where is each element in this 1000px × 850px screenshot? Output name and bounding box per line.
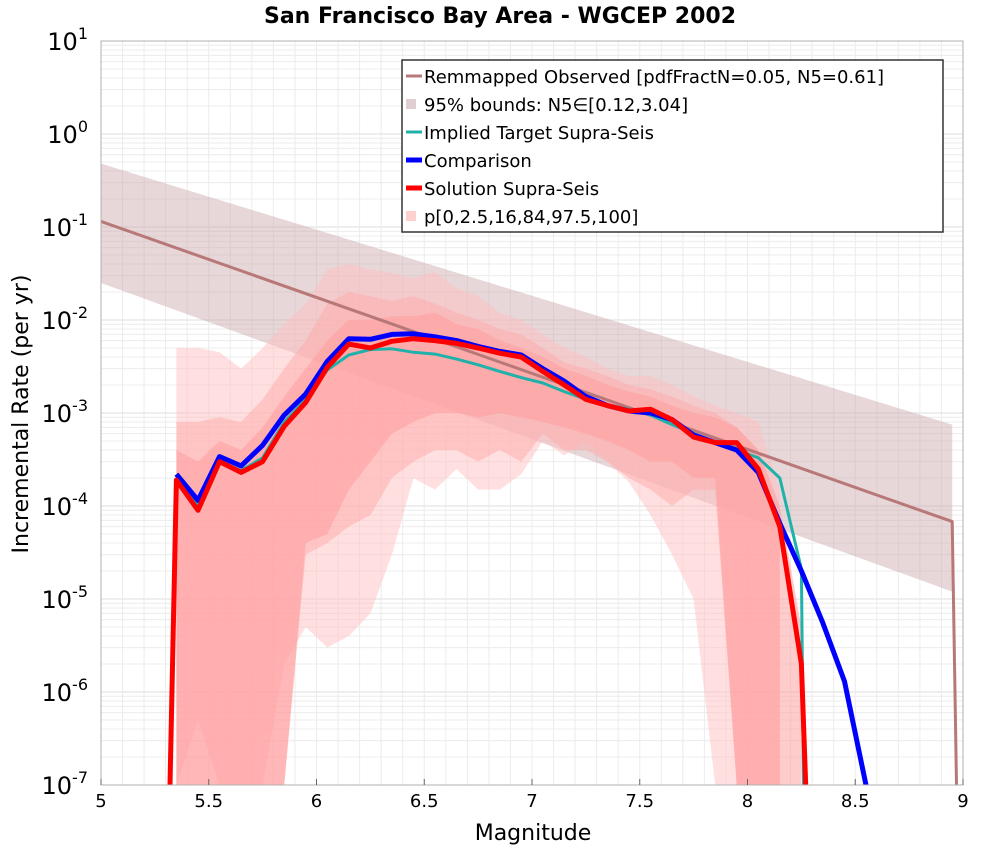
legend-label: Comparison — [424, 151, 532, 172]
legend-label: Implied Target Supra-Seis — [424, 123, 654, 144]
x-tick-label: 6.5 — [410, 791, 439, 812]
y-tick-label: 10-2 — [42, 303, 89, 335]
legend-swatch — [406, 99, 416, 109]
legend-box — [401, 59, 944, 233]
y-tick-label: 10-7 — [42, 768, 89, 800]
y-tick-label: 10-5 — [42, 582, 89, 614]
y-tick-label: 10-1 — [42, 210, 89, 242]
x-tick-label: 5.5 — [194, 791, 223, 812]
x-tick-label: 6 — [311, 791, 322, 812]
chart-title: San Francisco Bay Area - WGCEP 2002 — [264, 4, 736, 29]
y-tick-label: 10-6 — [42, 675, 89, 707]
y-tick-label: 10-3 — [42, 396, 89, 428]
legend-label: p[0,2.5,16,84,97.5,100] — [424, 207, 638, 228]
series-line-solution-supra-seis — [167, 336, 809, 785]
x-tick-label: 7.5 — [625, 791, 654, 812]
y-axis-label: Incremental Rate (per yr) — [9, 275, 34, 554]
x-tick-label: 7 — [526, 791, 537, 812]
legend-label: Solution Supra-Seis — [424, 179, 599, 200]
legend-label: 95% bounds: N5∈[0.12,3.04] — [424, 95, 688, 116]
legend-swatch — [406, 211, 416, 221]
legend: Remmapped Observed [pdfFractN=0.05, N5=0… — [401, 59, 944, 233]
band-3 — [176, 312, 802, 785]
y-tick-label: 100 — [47, 117, 88, 149]
y-axis-ticks: 101 100 10-1 10-2 10-3 10-4 10-5 10-6 10-7 — [42, 24, 89, 800]
x-tick-label: 9 — [957, 791, 968, 812]
x-tick-label: 8.5 — [841, 791, 870, 812]
x-axis-ticks: 5 5.5 6 6.5 7 7.5 8 8.5 9 — [95, 779, 969, 812]
x-tick-label: 8 — [742, 791, 753, 812]
series-lines — [101, 219, 958, 785]
x-tick-label: 5 — [95, 791, 106, 812]
series-line-remmapped-observed-pdffractn-0 — [101, 219, 958, 785]
y-tick-label: 10-4 — [42, 489, 89, 521]
legend-label: Remmapped Observed [pdfFractN=0.05, N5=0… — [424, 67, 884, 88]
y-tick-label: 101 — [47, 24, 88, 56]
x-axis-label: Magnitude — [475, 821, 592, 846]
